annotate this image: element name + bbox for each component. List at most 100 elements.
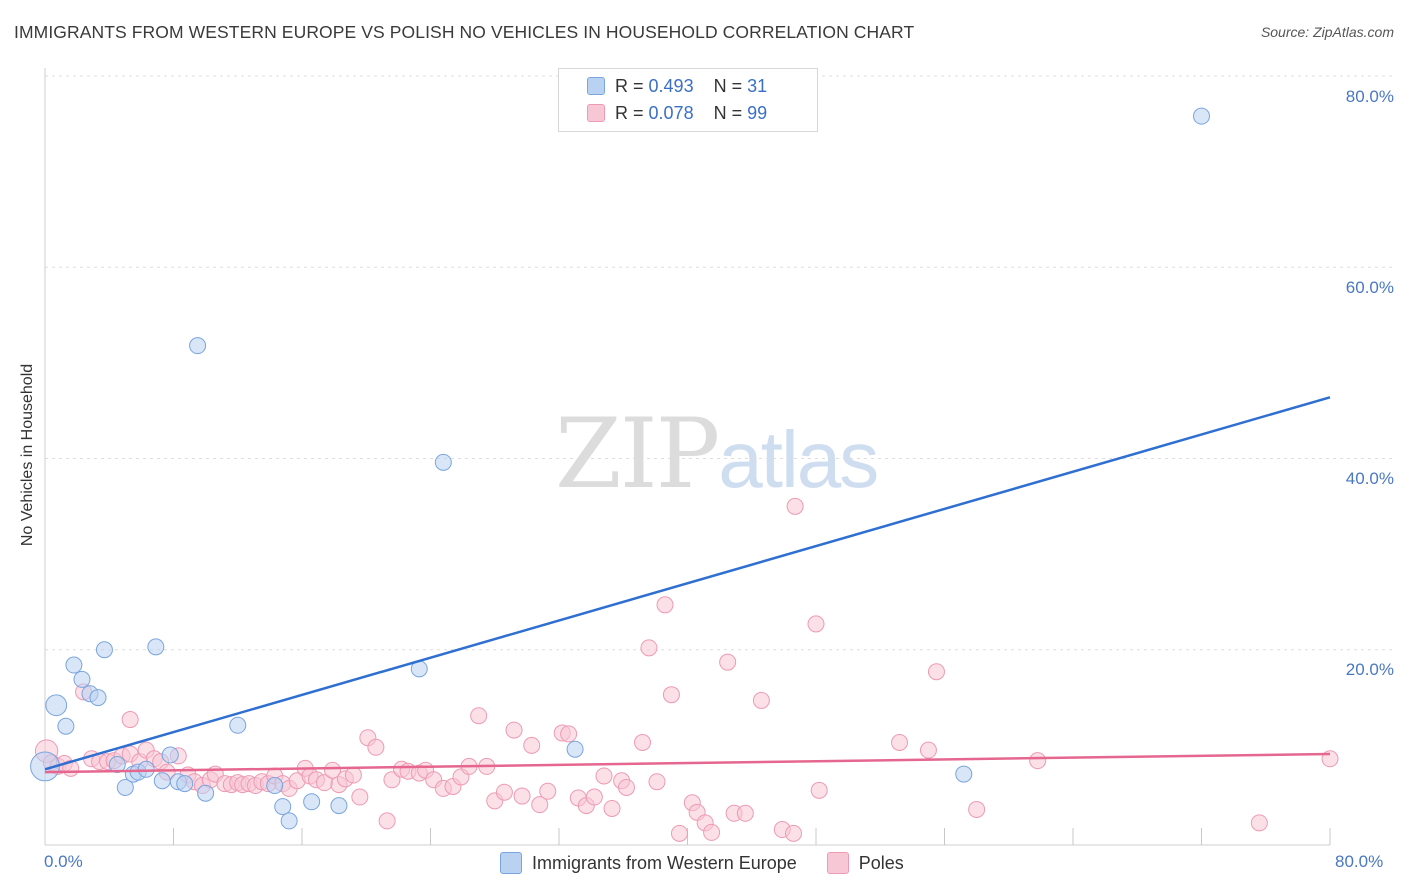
poles-point (968, 800, 986, 818)
legend-label-poles: Poles (858, 852, 904, 873)
poles-point (919, 741, 937, 759)
poles-point (927, 663, 945, 681)
poles-point (383, 771, 401, 789)
y-tick-60: 60.0% (1345, 278, 1394, 297)
pink-swatch (587, 104, 605, 122)
poles-trend-line (44, 752, 1331, 774)
legend-item-poles[interactable]: Poles (826, 852, 904, 874)
immigrants-point (274, 798, 292, 816)
chart-title: IMMIGRANTS FROM WESTERN EUROPE VS POLISH… (14, 22, 915, 42)
trend-lines (44, 396, 1331, 774)
poles-point (891, 734, 909, 752)
grid-lines (45, 75, 1392, 651)
correlation-legend: R = 0.493 N = 31 R = 0.078 N = 99 (558, 68, 818, 132)
poles-point (495, 783, 513, 801)
poles-point (121, 711, 139, 729)
immigrants-point (189, 337, 207, 355)
legend-n-label: N = (713, 102, 743, 123)
immigrants-point (955, 765, 973, 783)
immigrants-point (176, 775, 194, 793)
poles-point (539, 782, 557, 800)
poles-point (752, 691, 770, 709)
immigrants-point (45, 694, 68, 717)
poles-point (1029, 752, 1047, 770)
poles-point (785, 824, 803, 842)
poles-point (531, 796, 549, 814)
immigrants-point (116, 778, 134, 796)
immigrants-point (153, 772, 171, 790)
poles-point (640, 639, 658, 657)
immigrants-point (330, 797, 348, 815)
immigrants-point (137, 760, 155, 778)
immigrants-point (266, 777, 284, 795)
watermark-zip: ZIP (555, 398, 720, 510)
poles-point (634, 734, 652, 752)
x-tick-min: 0.0% (44, 852, 83, 871)
blue-swatch (500, 852, 522, 874)
poles-point (470, 707, 488, 725)
poles-point (344, 766, 362, 784)
immigrants-point (89, 689, 107, 707)
poles-point (523, 736, 541, 754)
poles-points (34, 497, 1339, 842)
poles-point (351, 788, 369, 806)
poles-point (513, 787, 531, 805)
y-tick-80: 80.0% (1345, 87, 1394, 106)
immigrants-point (303, 793, 321, 811)
legend-r-value: 0.078 (648, 102, 694, 123)
poles-point (662, 686, 680, 704)
legend-label-immigrants: Immigrants from Western Europe (532, 852, 797, 873)
immigrants-point (566, 740, 584, 758)
poles-point (703, 823, 721, 841)
immigrants-point (108, 756, 126, 773)
y-axis-label: No Vehicles in Household (19, 363, 36, 547)
pink-swatch (826, 852, 849, 874)
x-tick-max: 80.0% (1335, 852, 1384, 871)
legend-item-immigrants[interactable]: Immigrants from Western Europe (500, 852, 797, 874)
immigrants-point (73, 670, 91, 688)
legend-row-poles: R = 0.078 N = 99 (587, 100, 767, 126)
axes (44, 68, 1331, 846)
legend-n-label: N = (713, 75, 743, 96)
legend-r-label: R = (615, 75, 644, 96)
immigrants-trend-line (44, 396, 1331, 771)
poles-point (367, 738, 385, 756)
legend-n-value: 99 (747, 102, 768, 123)
poles-point (810, 781, 828, 799)
immigrants-point (147, 638, 165, 656)
immigrants-point (1193, 107, 1210, 125)
immigrants-point (65, 656, 83, 674)
legend-row-immigrants: R = 0.493 N = 31 (587, 73, 767, 99)
zipatlas-watermark: ZIPatlas (555, 398, 879, 510)
poles-point (648, 773, 666, 791)
series-legend: Immigrants from Western Europe Poles (500, 852, 934, 874)
immigrants-point (161, 746, 179, 764)
poles-point (617, 778, 635, 796)
poles-point (378, 812, 396, 830)
source-label: Source: ZipAtlas.com (1260, 24, 1394, 40)
poles-point (505, 721, 523, 739)
watermark-atlas: atlas (718, 415, 879, 504)
immigrants-point (434, 453, 452, 471)
poles-point (719, 653, 737, 671)
immigrants-point (229, 716, 247, 734)
y-tick-20: 20.0% (1345, 660, 1394, 679)
poles-point (807, 615, 825, 633)
poles-point (736, 804, 754, 822)
poles-point (595, 767, 613, 785)
poles-point (786, 497, 804, 515)
blue-swatch (587, 77, 605, 95)
poles-point (585, 788, 603, 806)
legend-r-value: 0.493 (648, 75, 694, 96)
poles-point (603, 799, 621, 817)
legend-r-label: R = (615, 102, 644, 123)
immigrants-point (95, 641, 113, 659)
poles-point (656, 596, 674, 614)
y-tick-40: 40.0% (1345, 469, 1394, 488)
immigrants-point (197, 784, 215, 802)
immigrants-points (30, 107, 1210, 830)
legend-n-value: 31 (747, 75, 768, 96)
immigrants-point (280, 812, 298, 830)
poles-point (324, 761, 342, 779)
